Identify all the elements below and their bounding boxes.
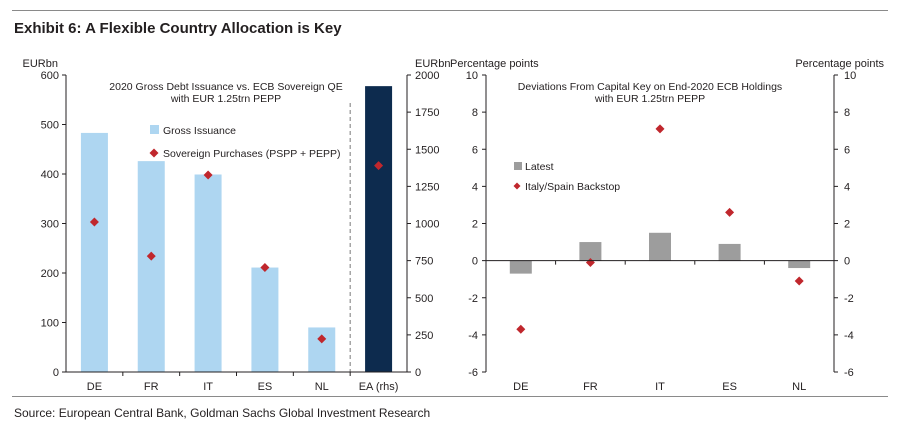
panel1-left-tick-label: 0: [53, 367, 59, 379]
panel1-bar-NL: [308, 327, 336, 372]
panel2-category-label: NL: [792, 381, 806, 393]
panel1-bar-ES: [251, 267, 279, 372]
panel1-category-label: FR: [144, 381, 159, 393]
panel1-chart-title: with EUR 1.25trn PEPP: [170, 93, 281, 105]
panel2-bar-ES: [718, 243, 741, 261]
panel2-bar-NL: [788, 260, 811, 269]
panel2-left-tick-label: 0: [472, 256, 478, 268]
panel1-marker-ES: [260, 263, 270, 273]
panel2-category-label: FR: [583, 381, 598, 393]
panel1-marker-FR: [146, 251, 156, 261]
panel1-left-unit: EURbn: [23, 58, 58, 70]
panel2-bar-IT: [649, 232, 671, 261]
panel2-right-tick-label: -2: [844, 293, 854, 305]
panel2-legend-label: Latest: [525, 161, 554, 173]
panel1-bar-DE: [80, 132, 108, 372]
panel1-bar-IT: [194, 174, 222, 372]
panel2-left-unit: Percentage points: [450, 58, 539, 70]
panel1-right-tick-label: 1000: [415, 219, 439, 231]
panel1-right-tick-label: 500: [415, 293, 433, 305]
panel1-marker-IT: [203, 170, 213, 180]
panel1-category-label: IT: [203, 381, 213, 393]
panel1-right-tick-label: 1500: [415, 144, 439, 156]
panel1-left-tick-label: 100: [41, 318, 59, 330]
panel1-right-tick-label: 2000: [415, 70, 439, 82]
panel2-bar-DE: [509, 260, 532, 274]
panel1-legend-label: Gross Issuance: [163, 125, 236, 137]
panel1-category-label: DE: [87, 381, 102, 393]
panel1-legend-marker-swatch: [149, 148, 159, 158]
panel2-legend-label: Italy/Spain Backstop: [525, 181, 620, 193]
panel1-right-tick-label: 0: [415, 367, 421, 379]
panel2-left-tick-label: 8: [472, 107, 478, 119]
panel1-chart-title: 2020 Gross Debt Issuance vs. ECB Soverei…: [109, 81, 342, 93]
panel2-left-tick-label: -4: [468, 330, 478, 342]
panel1-category-label: NL: [315, 381, 329, 393]
panel2-left-tick-label: 6: [472, 144, 478, 156]
panel1-right-tick-label: 1750: [415, 107, 439, 119]
panel1-left-tick-label: 400: [41, 169, 59, 181]
panel2-bar-FR: [579, 242, 602, 261]
panel2-category-label: ES: [722, 381, 737, 393]
panel2-marker-ES: [725, 207, 735, 217]
panel2-left-tick-label: 10: [466, 70, 478, 82]
panel2-legend-bar-swatch: [514, 162, 522, 170]
panel2-right-unit: Percentage points: [795, 58, 884, 70]
panel2-marker-DE: [516, 324, 526, 334]
panel2-left-tick-label: -2: [468, 293, 478, 305]
panel2-left-tick-label: 2: [472, 219, 478, 231]
panel2-right-tick-label: 8: [844, 107, 850, 119]
panel2-marker-IT: [655, 124, 665, 134]
exhibit-title: Exhibit 6: A Flexible Country Allocation…: [14, 20, 342, 37]
panel2-category-label: IT: [655, 381, 665, 393]
panel1-marker-NL: [317, 334, 327, 344]
panel1-right-tick-label: 1250: [415, 181, 439, 193]
panel2-right-tick-label: 0: [844, 256, 850, 268]
panel1-marker-DE: [89, 217, 99, 227]
panel2-right-tick-label: 2: [844, 219, 850, 231]
panel1-category-label: ES: [258, 381, 273, 393]
panel2-legend-marker-swatch: [513, 182, 521, 190]
top-rule: [12, 10, 888, 11]
panel2-marker-NL: [794, 276, 804, 286]
panel1-right-unit: EURbn: [415, 58, 450, 70]
panel2-left-tick-label: 4: [472, 181, 478, 193]
panel2-chart-title: with EUR 1.25trn PEPP: [594, 93, 705, 105]
panel2-category-label: DE: [513, 381, 528, 393]
panel2-right-tick-label: 4: [844, 181, 850, 193]
panel1-right-tick-label: 250: [415, 330, 433, 342]
panel2-right-tick-label: 6: [844, 144, 850, 156]
panel2-right-tick-label: -4: [844, 330, 854, 342]
panel1-legend-bar-swatch: [150, 125, 159, 134]
panel1-bar-FR: [137, 161, 165, 372]
panel1-left-tick-label: 200: [41, 268, 59, 280]
panel1-bar-EA (rhs): [365, 86, 393, 372]
panel1-legend-label: Sovereign Purchases (PSPP + PEPP): [163, 148, 341, 160]
panel1-left-tick-label: 300: [41, 219, 59, 231]
panel2-right-tick-label: 10: [844, 70, 856, 82]
panel1-category-label: EA (rhs): [359, 381, 399, 393]
bottom-rule: [12, 396, 888, 397]
panel1-marker-EA (rhs): [374, 161, 384, 171]
panel1-right-tick-label: 750: [415, 256, 433, 268]
panel2-right-tick-label: -6: [844, 367, 854, 379]
source-note: Source: European Central Bank, Goldman S…: [14, 406, 431, 420]
panel2-left-tick-label: -6: [468, 367, 478, 379]
panel1-left-tick-label: 500: [41, 120, 59, 132]
panel1-left-tick-label: 600: [41, 70, 59, 82]
panel2-chart-title: Deviations From Capital Key on End-2020 …: [518, 81, 782, 93]
